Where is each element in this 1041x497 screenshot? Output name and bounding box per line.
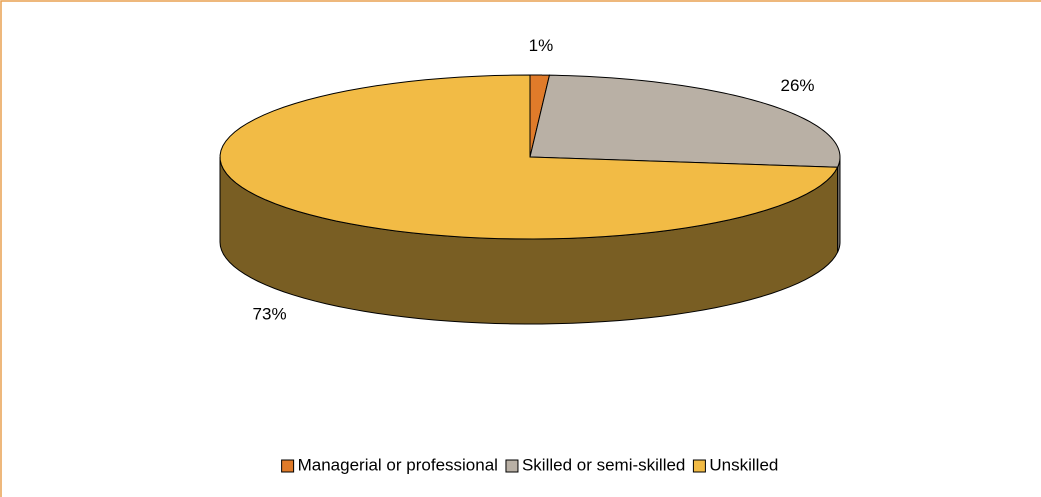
data-label: 26% — [781, 76, 815, 95]
legend-label: Skilled or semi-skilled — [522, 455, 685, 474]
slice — [529, 74, 841, 168]
legend-label: Unskilled — [709, 455, 778, 474]
legend-swatch — [281, 459, 295, 473]
data-label: 1% — [529, 36, 554, 55]
legend-label: Managerial or professional — [298, 455, 498, 474]
slice — [219, 74, 839, 240]
legend-swatch — [692, 459, 706, 473]
data-label: 73% — [253, 305, 287, 324]
legend-swatch — [505, 459, 519, 473]
